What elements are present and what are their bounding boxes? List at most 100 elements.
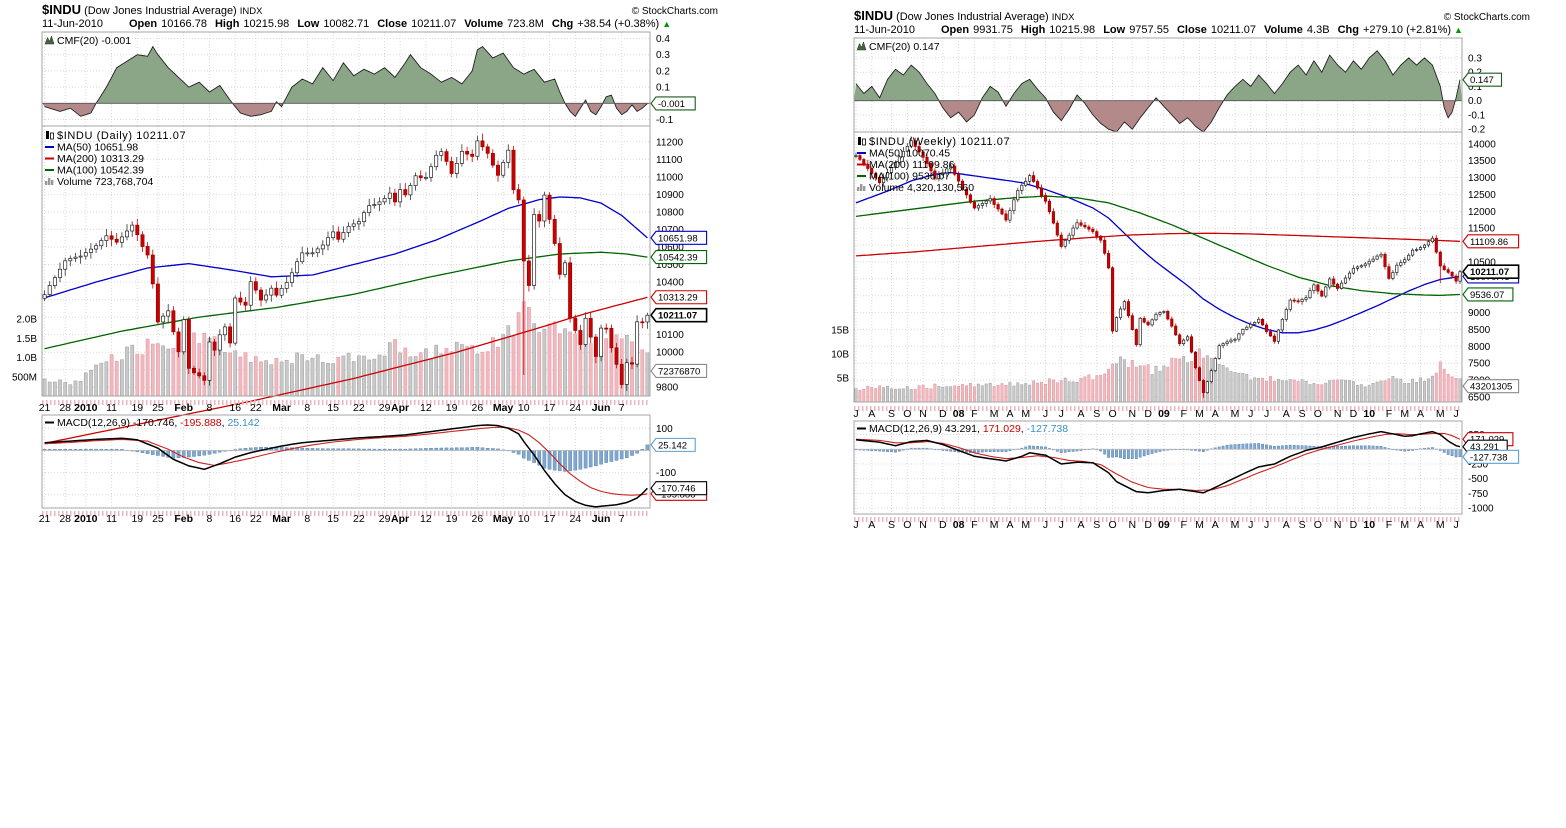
axis-value-tag (1462, 449, 1520, 464)
field-label: High (1021, 24, 1046, 36)
date-label: F (971, 408, 977, 420)
macd-legend-text: MACD(12,26,9) 43.291, 171.029, -127.738 (869, 423, 1068, 435)
cmf-axis-label: -0.2 (1468, 125, 1486, 136)
macd-legend-text: MACD(12,26,9) -170.746, -195.888, 25.142 (57, 417, 260, 429)
date-label: 22 (250, 402, 262, 414)
date-label: M (1195, 408, 1204, 420)
date-label: 21 (39, 513, 51, 525)
field-label: Open (129, 18, 157, 30)
volume-bars (42, 301, 650, 397)
candlesticks (854, 136, 1462, 398)
macd-axis-label: -1000 (1468, 504, 1494, 515)
field-label: Low (297, 18, 319, 30)
volume-bars-icon (45, 181, 48, 185)
cmf-axis-label: 0.3 (1468, 53, 1482, 64)
date-label: J (1453, 408, 1458, 420)
field-value: 9931.75 (973, 24, 1013, 36)
macd-line (855, 430, 1461, 494)
date-label: May (493, 402, 514, 414)
date-label: 15 (327, 513, 339, 525)
field-label: High (215, 18, 240, 30)
axis-value-tag-text: 0.147 (1470, 75, 1494, 86)
axis-value-tag (650, 363, 708, 378)
axis-value-tag-text: -170.746 (658, 484, 696, 495)
volume-axis-label: 500M (12, 372, 37, 383)
date-label: O (1109, 519, 1117, 531)
macd-axis-label: 100 (656, 424, 673, 435)
price-axis-label: 11000 (656, 172, 684, 183)
cmf-positive-area (42, 46, 650, 104)
volume-bars-icon (51, 180, 54, 185)
field-value: 10215.98 (243, 18, 289, 30)
price-axis-label: 11500 (1468, 224, 1496, 235)
cmf-axis-label: -0.1 (656, 115, 674, 126)
date-label: 10 (1363, 519, 1375, 531)
date-label: 24 (569, 513, 581, 525)
date-label: O (1314, 408, 1322, 420)
date-label: F (1386, 408, 1392, 420)
price-axis-label: 9000 (1468, 308, 1491, 319)
date-label: M (1231, 408, 1240, 420)
axis-value-tag (650, 290, 708, 305)
date-label: Jun (592, 402, 611, 414)
candlestick-icon (46, 131, 49, 139)
macd-signal-line (44, 426, 648, 496)
cmf-legend-text: CMF(20) 0.147 (869, 41, 940, 53)
axis-value-tag-text: 10211.07 (658, 311, 697, 322)
cmf-axis-label: -0.1 (1468, 110, 1486, 121)
date-label: A (1417, 408, 1424, 420)
macd-signal-line (855, 432, 1461, 492)
axis-value-tag-text: 9536.07 (1470, 290, 1504, 301)
date-label: 09 (1158, 408, 1170, 420)
date-label: Apr (391, 513, 409, 525)
date-label: J (1248, 408, 1253, 420)
price-legend-item: Volume 4,320,130,560 (869, 182, 974, 194)
chart-header: $INDU (Dow Jones Industrial Average) IND… (42, 2, 718, 30)
ticker-exchange: INDX (1052, 12, 1075, 23)
ma-line-2 (44, 251, 648, 350)
date-label: 10 (518, 513, 530, 525)
daily-chart-root: $INDU (Dow Jones Industrial Average) IND… (12, 2, 718, 525)
ma-line-0 (855, 171, 1461, 334)
macd-panel: 100 -100 MACD(12,26,9) -170.746, -195.888,… (42, 417, 708, 508)
price-legend-title: $INDU (Weekly) 10211.07 (869, 136, 1010, 148)
date-label: S (888, 519, 895, 531)
field-value: 723.8M (507, 18, 544, 30)
price-axis-label: 10700 (656, 225, 684, 236)
date-label: Mar (272, 402, 291, 414)
date-label: N (1334, 519, 1342, 531)
indu-weekly-chart: $INDU (Dow Jones Industrial Average) IND… (812, 8, 1542, 548)
date-label: N (919, 519, 927, 531)
axis-value-tag (1462, 379, 1520, 394)
axis-value-tag-text: 10211.07 (1470, 267, 1509, 278)
chart-date: 11-Jun-2010 (854, 24, 915, 36)
axis-value-tag-text: 10651.98 (658, 233, 698, 244)
date-label: 11 (106, 402, 117, 414)
date-label: 28 (59, 513, 71, 525)
date-label: Apr (391, 402, 409, 414)
field-label: Volume (1264, 24, 1303, 36)
volume-axis-label: 1.5B (16, 334, 37, 345)
indu-daily-chart-svg: $INDU (Dow Jones Industrial Average) IND… (12, 2, 718, 525)
chart-date: 11-Jun-2010 (42, 18, 103, 30)
change-up-triangle-icon: ▲ (1454, 25, 1463, 35)
date-label: 26 (472, 513, 484, 525)
cmf-positive-area (854, 50, 1462, 101)
cmf-legend-text: CMF(20) -0.001 (57, 35, 131, 47)
date-label: S (1093, 408, 1100, 420)
date-label: 19 (446, 513, 458, 525)
price-legend-title: $INDU (Daily) 10211.07 (57, 130, 186, 142)
date-label: 8 (304, 513, 310, 525)
cmf-axis-label: 0.0 (1468, 96, 1482, 107)
date-label: N (1129, 408, 1137, 420)
axis-value-tag (650, 250, 708, 265)
date-label: M (1231, 519, 1240, 531)
date-label: M (1021, 519, 1030, 531)
price-axis-label: 10500 (656, 260, 684, 271)
date-label: Feb (174, 513, 193, 525)
date-label: 7 (619, 513, 625, 525)
axis-value-tag-text: 72376870 (658, 366, 700, 377)
